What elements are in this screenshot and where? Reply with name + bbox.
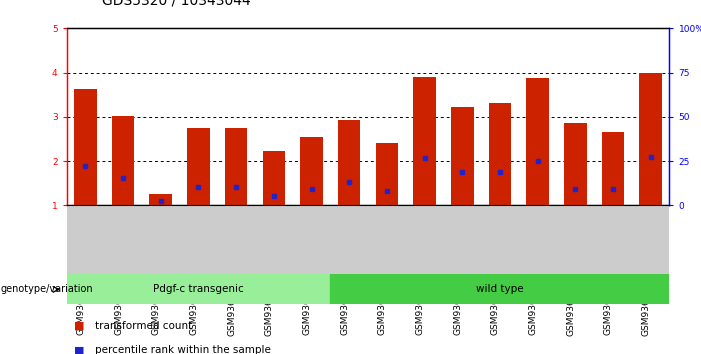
- Bar: [111, 116, 135, 205]
- Text: Pdgf-c transgenic: Pdgf-c transgenic: [153, 284, 244, 295]
- Bar: [564, 124, 587, 205]
- Text: GDS5320 / 10343044: GDS5320 / 10343044: [102, 0, 250, 7]
- Bar: [74, 89, 97, 205]
- Bar: [376, 143, 398, 205]
- Bar: [149, 194, 172, 205]
- Text: ■: ■: [74, 321, 84, 331]
- Text: transformed count: transformed count: [95, 321, 192, 331]
- Bar: [262, 152, 285, 205]
- Bar: [526, 78, 549, 205]
- Bar: [300, 137, 322, 205]
- Text: percentile rank within the sample: percentile rank within the sample: [95, 346, 271, 354]
- Text: wild type: wild type: [476, 284, 524, 295]
- Bar: [67, 274, 330, 304]
- Bar: [338, 120, 360, 205]
- Bar: [489, 103, 511, 205]
- Bar: [413, 77, 436, 205]
- Bar: [451, 107, 473, 205]
- Bar: [639, 73, 662, 205]
- Bar: [225, 128, 247, 205]
- Bar: [187, 128, 210, 205]
- Text: genotype/variation: genotype/variation: [1, 284, 93, 295]
- Bar: [330, 274, 669, 304]
- Text: ■: ■: [74, 346, 84, 354]
- Bar: [601, 132, 624, 205]
